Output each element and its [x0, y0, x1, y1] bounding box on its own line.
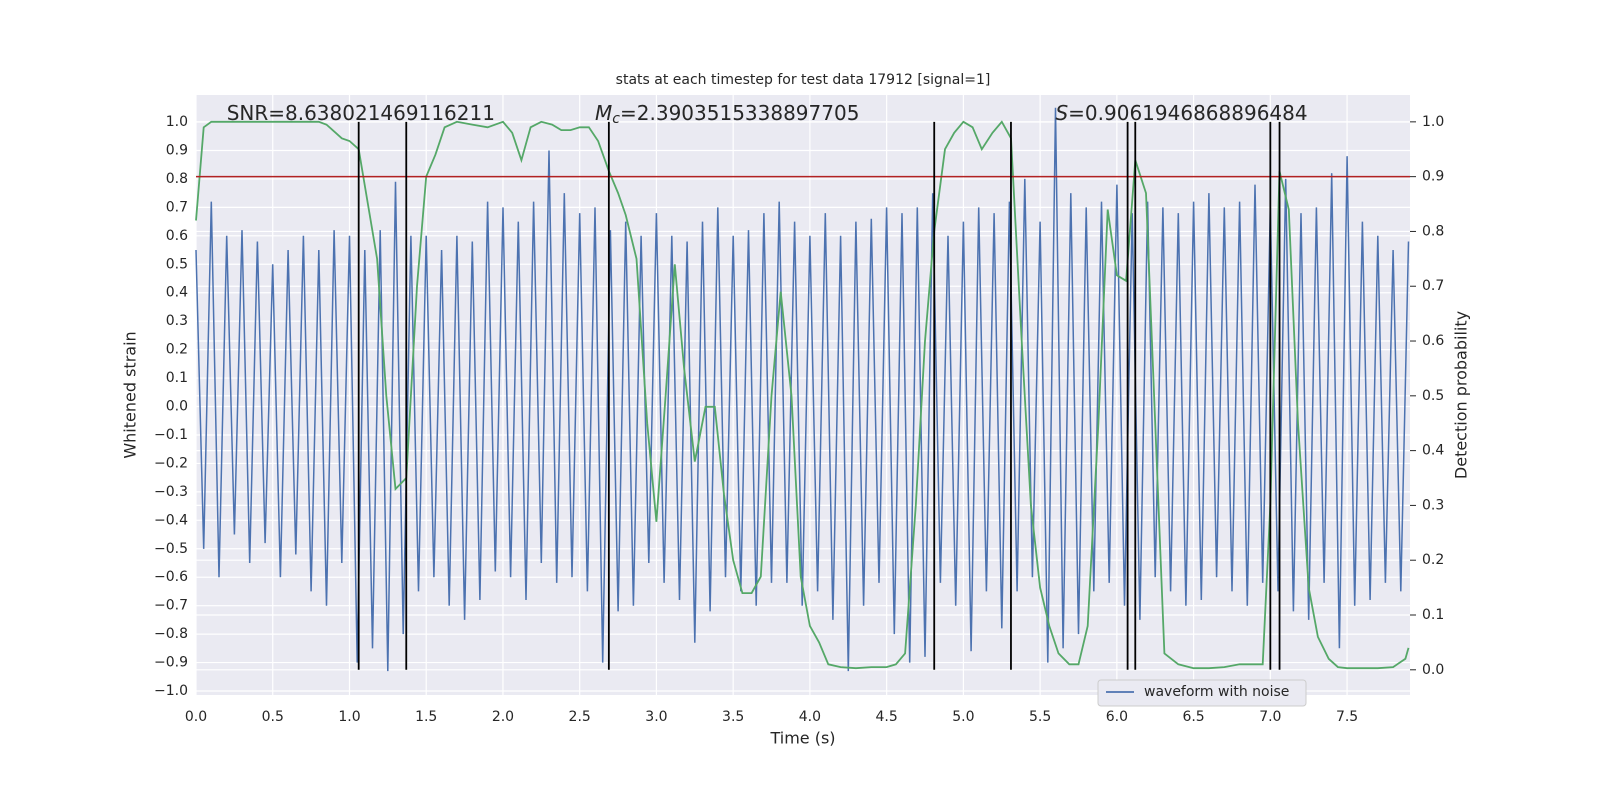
- y2-tick-label: 0.6: [1422, 333, 1444, 349]
- y-tick-label: −0.9: [154, 655, 188, 671]
- x-tick-label: 5.5: [1029, 709, 1051, 725]
- x-tick-label: 0.0: [185, 709, 207, 725]
- legend-box: [1097, 679, 1307, 707]
- y2-axis-label: Detection probability: [1452, 311, 1471, 479]
- y-tick-label: −0.2: [154, 455, 188, 471]
- y-tick-label: −0.1: [154, 427, 188, 443]
- annotation-text: SNR=8.638021469116211: [227, 101, 495, 125]
- y-tick-label: −1.0: [154, 683, 188, 699]
- y-tick-label: 0.0: [166, 399, 188, 415]
- x-tick-label: 4.0: [799, 709, 821, 725]
- y2-tick-label: 0.9: [1422, 169, 1444, 185]
- annotation-symbol: S: [1055, 101, 1068, 125]
- y2-tick-label: 1.0: [1422, 114, 1444, 130]
- x-tick-label: 1.5: [415, 709, 437, 725]
- y-tick-label: 0.1: [166, 370, 188, 386]
- chart-title: stats at each timestep for test data 179…: [616, 72, 991, 88]
- y-tick-label: 0.2: [166, 342, 188, 358]
- y-tick-label: 0.8: [166, 171, 188, 187]
- x-axis-label: Time (s): [769, 729, 835, 748]
- x-tick-label: 1.0: [338, 709, 360, 725]
- y-tick-label: −0.5: [154, 541, 188, 557]
- x-tick-label: 7.0: [1259, 709, 1281, 725]
- y2-tick-label: 0.8: [1422, 223, 1444, 239]
- annotation-text: =0.9061946868896484: [1068, 101, 1307, 125]
- y2-tick-label: 0.3: [1422, 497, 1444, 513]
- x-tick-label: 6.5: [1182, 709, 1204, 725]
- y-tick-label: 0.7: [166, 199, 188, 215]
- y-tick-label: 0.3: [166, 313, 188, 329]
- y-tick-label: 0.4: [166, 285, 188, 301]
- y-tick-label: −0.4: [154, 512, 188, 528]
- annotation-text: =2.3903515338897705: [620, 101, 859, 125]
- y2-tick-label: 0.7: [1422, 278, 1444, 294]
- y2-tick-label: 0.1: [1422, 607, 1444, 623]
- annotation: Mc=2.3903515338897705: [595, 101, 859, 128]
- y-tick-label: −0.6: [154, 569, 188, 585]
- y-tick-label: −0.8: [154, 626, 188, 642]
- legend: waveform with noise: [1097, 679, 1307, 707]
- y-tick-label: 0.9: [166, 142, 188, 158]
- y2-tick-label: 0.4: [1422, 443, 1444, 459]
- x-tick-label: 3.5: [722, 709, 744, 725]
- legend-label: waveform with noise: [1144, 684, 1289, 700]
- y-tick-label: −0.3: [154, 484, 188, 500]
- y-tick-label: 0.6: [166, 228, 188, 244]
- y-tick-label: −0.7: [154, 598, 188, 614]
- x-tick-label: 6.0: [1106, 709, 1128, 725]
- annotation-symbol: M: [595, 101, 612, 125]
- y-tick-label: 1.0: [166, 114, 188, 130]
- probability-line: [195, 120, 1410, 670]
- annotation-subscript: c: [612, 111, 620, 127]
- x-tick-label: 2.5: [569, 709, 591, 725]
- x-tick-label: 4.5: [876, 709, 898, 725]
- y-tick-label: 0.5: [166, 256, 188, 272]
- y2-tick-label: 0.2: [1422, 552, 1444, 568]
- waveform-line: [195, 107, 1410, 672]
- annotation: S=0.9061946868896484: [1055, 101, 1307, 125]
- x-tick-label: 3.0: [645, 709, 667, 725]
- x-tick-label: 7.5: [1336, 709, 1358, 725]
- y2-tick-label: 0.5: [1422, 388, 1444, 404]
- annotation: SNR=8.638021469116211: [227, 101, 495, 125]
- x-tick-label: 0.5: [262, 709, 284, 725]
- x-tick-label: 2.0: [492, 709, 514, 725]
- x-tick-label: 5.0: [952, 709, 974, 725]
- y-axis-label: Whitened strain: [121, 331, 140, 458]
- y2-tick-label: 0.0: [1422, 662, 1444, 678]
